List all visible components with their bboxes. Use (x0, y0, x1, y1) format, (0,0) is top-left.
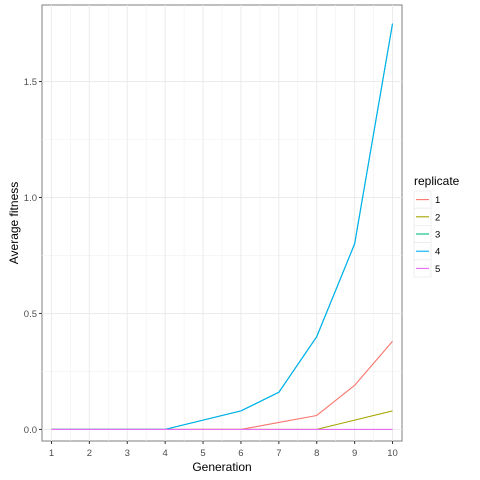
legend-items: 1 2 3 4 5 (413, 190, 440, 278)
minor-gridlines (42, 5, 402, 441)
x-tick-label: 4 (163, 448, 168, 459)
x-tick-label: 5 (200, 448, 205, 459)
axis-ticks (39, 81, 394, 444)
y-tick-label: 1.5 (24, 77, 37, 88)
series-lines (51, 23, 394, 430)
x-tick-label: 6 (238, 448, 243, 459)
legend-label-4: 4 (435, 247, 440, 258)
legend-label-1: 1 (435, 195, 440, 206)
major-gridlines (42, 5, 402, 441)
y-tick-label: 0.0 (24, 425, 37, 436)
x-tick-label: 7 (276, 448, 281, 459)
x-tick-label: 9 (352, 448, 357, 459)
legend: replicate 1 2 3 4 5 (413, 174, 460, 278)
y-axis-title: Average fitness (7, 182, 21, 265)
x-tick-label: 3 (125, 448, 130, 459)
x-axis-tick-labels: 1 2 3 4 5 6 7 8 9 10 (49, 448, 398, 459)
x-tick-label: 8 (314, 448, 319, 459)
legend-label-5: 5 (435, 264, 440, 275)
y-tick-label: 0.5 (24, 309, 37, 320)
x-tick-label: 2 (87, 448, 92, 459)
y-tick-label: 1.0 (24, 193, 37, 204)
x-tick-label: 1 (49, 448, 54, 459)
x-axis-title: Generation (192, 460, 251, 474)
y-axis-tick-labels: 0.0 0.5 1.0 1.5 (24, 77, 37, 436)
x-tick-label: 10 (387, 448, 398, 459)
legend-label-3: 3 (435, 230, 440, 241)
legend-title: replicate (414, 174, 460, 188)
legend-label-2: 2 (435, 212, 440, 223)
